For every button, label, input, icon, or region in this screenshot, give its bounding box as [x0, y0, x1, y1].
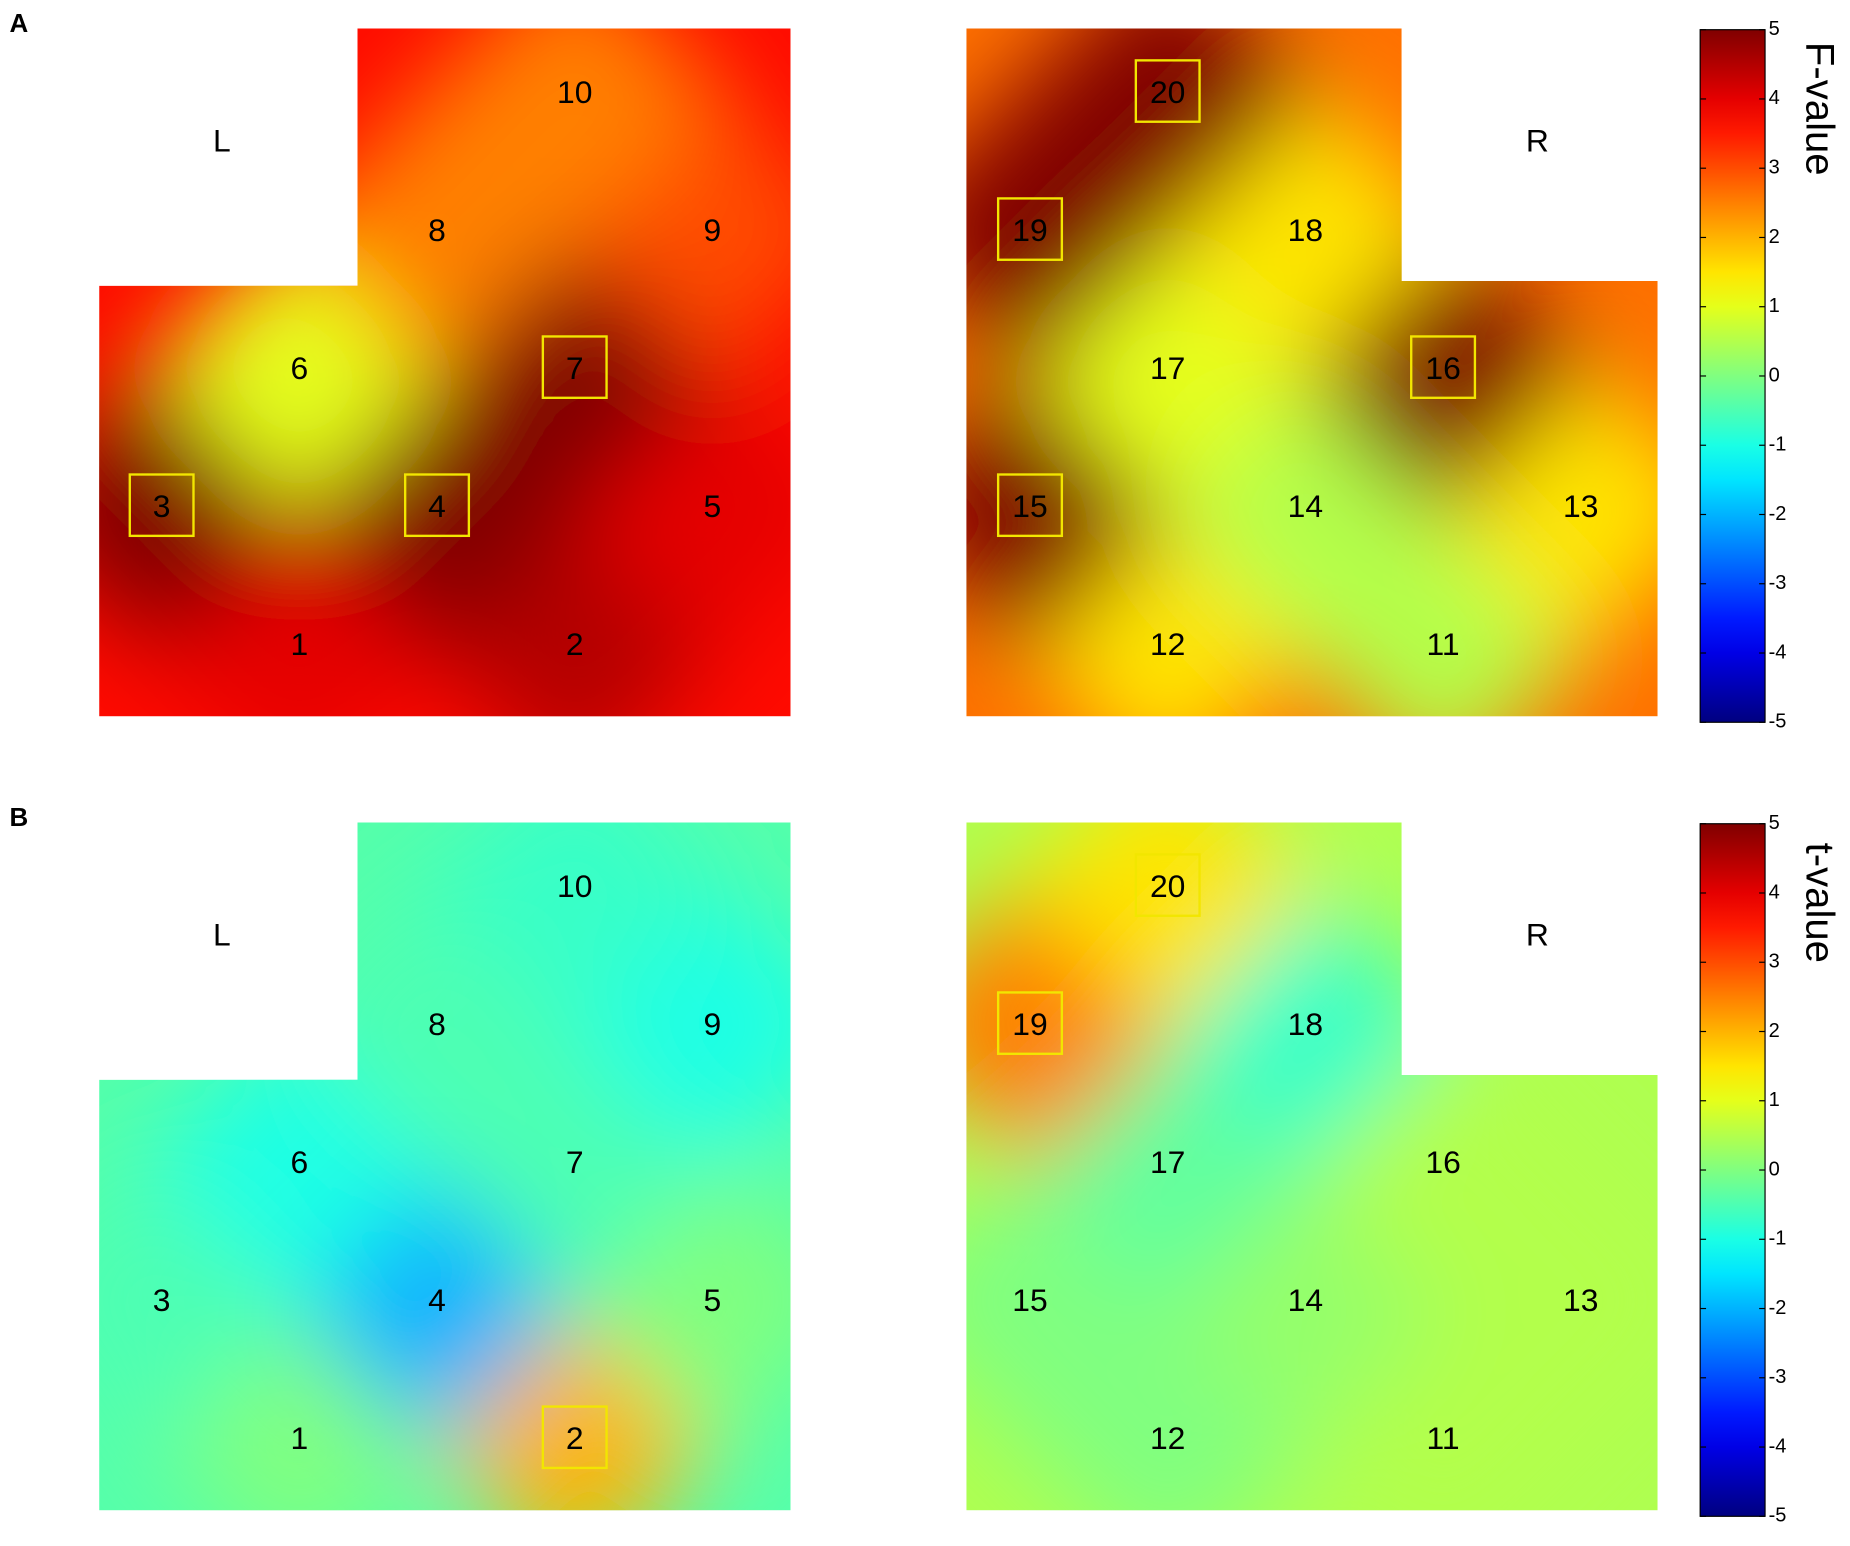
channel-label: 18 — [1288, 1006, 1323, 1042]
colorbar-tick-label: -5 — [1769, 1505, 1787, 1527]
panel-label: B — [9, 804, 28, 832]
highlight-box — [1134, 853, 1201, 917]
channel-field — [1016, 28, 1319, 244]
colorbar-tick-label: 3 — [1769, 951, 1780, 973]
channel-label: 1 — [290, 1420, 308, 1456]
channel-label: 8 — [428, 212, 446, 248]
channel-fields — [966, 28, 1658, 717]
channel-label: 13 — [1563, 488, 1598, 524]
channel-label: 20 — [1150, 74, 1185, 110]
colorbar-tick-label: 0 — [1769, 364, 1780, 386]
channel-label: 10 — [557, 868, 592, 904]
channel-label: 19 — [1012, 212, 1047, 248]
channel-label: 8 — [428, 1006, 446, 1042]
highlight-box — [996, 197, 1064, 261]
channel-label: 14 — [1288, 488, 1323, 524]
colorbar-tick-label: 0 — [1769, 1158, 1780, 1180]
channel-label: 12 — [1150, 626, 1185, 662]
colorbar-tick-label: 2 — [1769, 1020, 1780, 1042]
highlight-box — [541, 1405, 608, 1470]
colorbar — [1699, 823, 1766, 1517]
channel-label: 4 — [428, 488, 446, 524]
channel-label: 7 — [566, 1144, 584, 1180]
channel-label: 17 — [1150, 350, 1185, 386]
colorbar-tick-label: 4 — [1769, 881, 1780, 903]
colorbar-tick-label: 3 — [1769, 157, 1780, 179]
hemisphere-label: L — [213, 916, 231, 952]
highlight-box — [996, 473, 1064, 538]
channel-label: 20 — [1150, 868, 1185, 904]
channel-field — [423, 822, 726, 1038]
hemisphere-map — [99, 28, 791, 717]
channel-label: 2 — [566, 626, 584, 662]
channel-label: 16 — [1425, 350, 1460, 386]
channel-label: 1 — [290, 626, 308, 662]
channel-field — [1016, 822, 1319, 1038]
channel-fields — [966, 822, 1658, 1511]
highlight-box — [541, 335, 608, 399]
channel-label: 13 — [1563, 1282, 1598, 1318]
hemisphere-map — [966, 28, 1658, 717]
colorbar-tick-label: 4 — [1769, 87, 1780, 109]
colorbar-tick-label: -2 — [1769, 503, 1787, 525]
colorbar-tick-label: -1 — [1769, 434, 1787, 456]
colorbar-tick-label: -4 — [1769, 641, 1787, 663]
colorbar-tick-label: -5 — [1769, 711, 1787, 733]
channel-label: 3 — [153, 488, 171, 524]
channel-label: 6 — [290, 1144, 308, 1180]
channel-label: 19 — [1012, 1006, 1047, 1042]
channel-label: 5 — [704, 488, 722, 524]
channel-label: 9 — [704, 1006, 722, 1042]
hemisphere-map — [966, 822, 1658, 1511]
channel-label: 3 — [153, 1282, 171, 1318]
colorbar-title: F-value — [1797, 42, 1841, 176]
colorbar-tick-label: -3 — [1769, 572, 1787, 594]
highlight-box — [1134, 59, 1201, 123]
channel-label: 2 — [566, 1420, 584, 1456]
hemisphere-label: R — [1526, 122, 1549, 158]
channel-label: 14 — [1288, 1282, 1323, 1318]
colorbar-tick-label: 2 — [1769, 226, 1780, 248]
colorbar-tick-label: 1 — [1769, 295, 1780, 317]
channel-label: 11 — [1427, 626, 1460, 662]
channel-label: 16 — [1425, 1144, 1460, 1180]
channel-label: 5 — [704, 1282, 722, 1318]
channel-field — [148, 1011, 451, 1314]
colorbar-tick-label: 5 — [1769, 18, 1780, 40]
colorbar — [1699, 29, 1766, 723]
colorbar-title: t-value — [1797, 843, 1841, 963]
colorbar-tick-label: -4 — [1769, 1435, 1787, 1457]
channel-label: 15 — [1012, 1282, 1047, 1318]
channel-label: 9 — [704, 212, 722, 248]
channel-label: 10 — [557, 74, 592, 110]
channel-label: 17 — [1150, 1144, 1185, 1180]
channel-field — [423, 28, 726, 244]
channel-fields — [99, 28, 791, 717]
hemisphere-label: L — [213, 122, 231, 158]
panel-label: A — [9, 10, 28, 38]
colorbar-tick-label: 5 — [1769, 812, 1780, 834]
channel-label: 7 — [566, 350, 584, 386]
channel-fields — [99, 822, 791, 1511]
colorbar-tick-label: 1 — [1769, 1089, 1780, 1111]
hemisphere-label: R — [1526, 916, 1549, 952]
highlight-box — [1410, 335, 1477, 399]
channel-label: 12 — [1150, 1420, 1185, 1456]
highlight-box — [403, 473, 471, 538]
channel-label: 6 — [290, 350, 308, 386]
channel-label: 4 — [428, 1282, 446, 1318]
colorbar-tick-label: -2 — [1769, 1297, 1787, 1319]
channel-label: 15 — [1012, 488, 1047, 524]
channel-label: 18 — [1288, 212, 1323, 248]
highlight-box — [996, 991, 1064, 1055]
colorbar-tick-label: -1 — [1769, 1228, 1787, 1250]
hemisphere-map — [99, 822, 791, 1511]
highlight-box — [128, 473, 195, 538]
colorbar-tick-label: -3 — [1769, 1366, 1787, 1388]
channel-label: 11 — [1427, 1420, 1460, 1456]
